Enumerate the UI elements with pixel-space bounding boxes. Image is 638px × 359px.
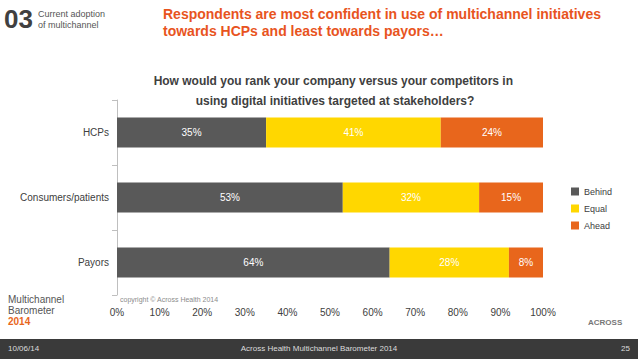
- html-text:Respondents are most confident: Respondents are most confident in use of…: [163, 6, 601, 39]
- html-text:Multichannel: Multichannel: [8, 294, 65, 305]
- svg-text:Behind: Behind: [584, 187, 612, 197]
- html-text:Across Health Multichannel Bar: Across Health Multichannel Barometer 201…: [240, 344, 398, 353]
- svg-text:90%: 90%: [490, 307, 510, 318]
- svg-text:15%: 15%: [501, 192, 521, 203]
- svg-text:Ahead: Ahead: [584, 221, 610, 231]
- html-text:03: 03: [4, 4, 33, 34]
- svg-text:30%: 30%: [235, 307, 255, 318]
- svg-text:10%: 10%: [150, 307, 170, 318]
- svg-text:40%: 40%: [277, 307, 297, 318]
- svg-text:100%: 100%: [530, 307, 556, 318]
- svg-text:using digital initiatives targ: using digital initiatives targeted at st…: [196, 94, 475, 108]
- html-text:Current adoption of multichann: Current adoption of multichannel: [38, 9, 105, 30]
- svg-text:copyright © Across Health 2014: copyright © Across Health 2014: [120, 296, 218, 304]
- svg-text:28%: 28%: [439, 257, 459, 268]
- svg-text:Consumers/patients: Consumers/patients: [20, 192, 109, 203]
- svg-text:53%: 53%: [220, 192, 240, 203]
- html-text:ACROSS: ACROSS: [588, 318, 623, 327]
- svg-text:HCPs: HCPs: [83, 127, 109, 138]
- svg-text:8%: 8%: [519, 257, 534, 268]
- svg-text:35%: 35%: [182, 127, 202, 138]
- svg-text:Equal: Equal: [584, 204, 607, 214]
- svg-text:32%: 32%: [401, 192, 421, 203]
- svg-text:80%: 80%: [448, 307, 468, 318]
- svg-text:60%: 60%: [363, 307, 383, 318]
- svg-text:64%: 64%: [243, 257, 263, 268]
- svg-text:0%: 0%: [110, 307, 125, 318]
- html-text:2014: 2014: [8, 316, 31, 327]
- html-text:10/06/14: 10/06/14: [8, 344, 40, 353]
- svg-text:24%: 24%: [482, 127, 502, 138]
- html-text:25: 25: [621, 344, 630, 353]
- svg-text:50%: 50%: [320, 307, 340, 318]
- svg-text:Payors: Payors: [78, 257, 109, 268]
- svg-text:20%: 20%: [192, 307, 212, 318]
- html-text:Barometer: Barometer: [8, 305, 55, 316]
- svg-text:How would you rank your compan: How would you rank your company versus y…: [154, 74, 517, 88]
- svg-text:70%: 70%: [405, 307, 425, 318]
- svg-text:41%: 41%: [343, 127, 363, 138]
